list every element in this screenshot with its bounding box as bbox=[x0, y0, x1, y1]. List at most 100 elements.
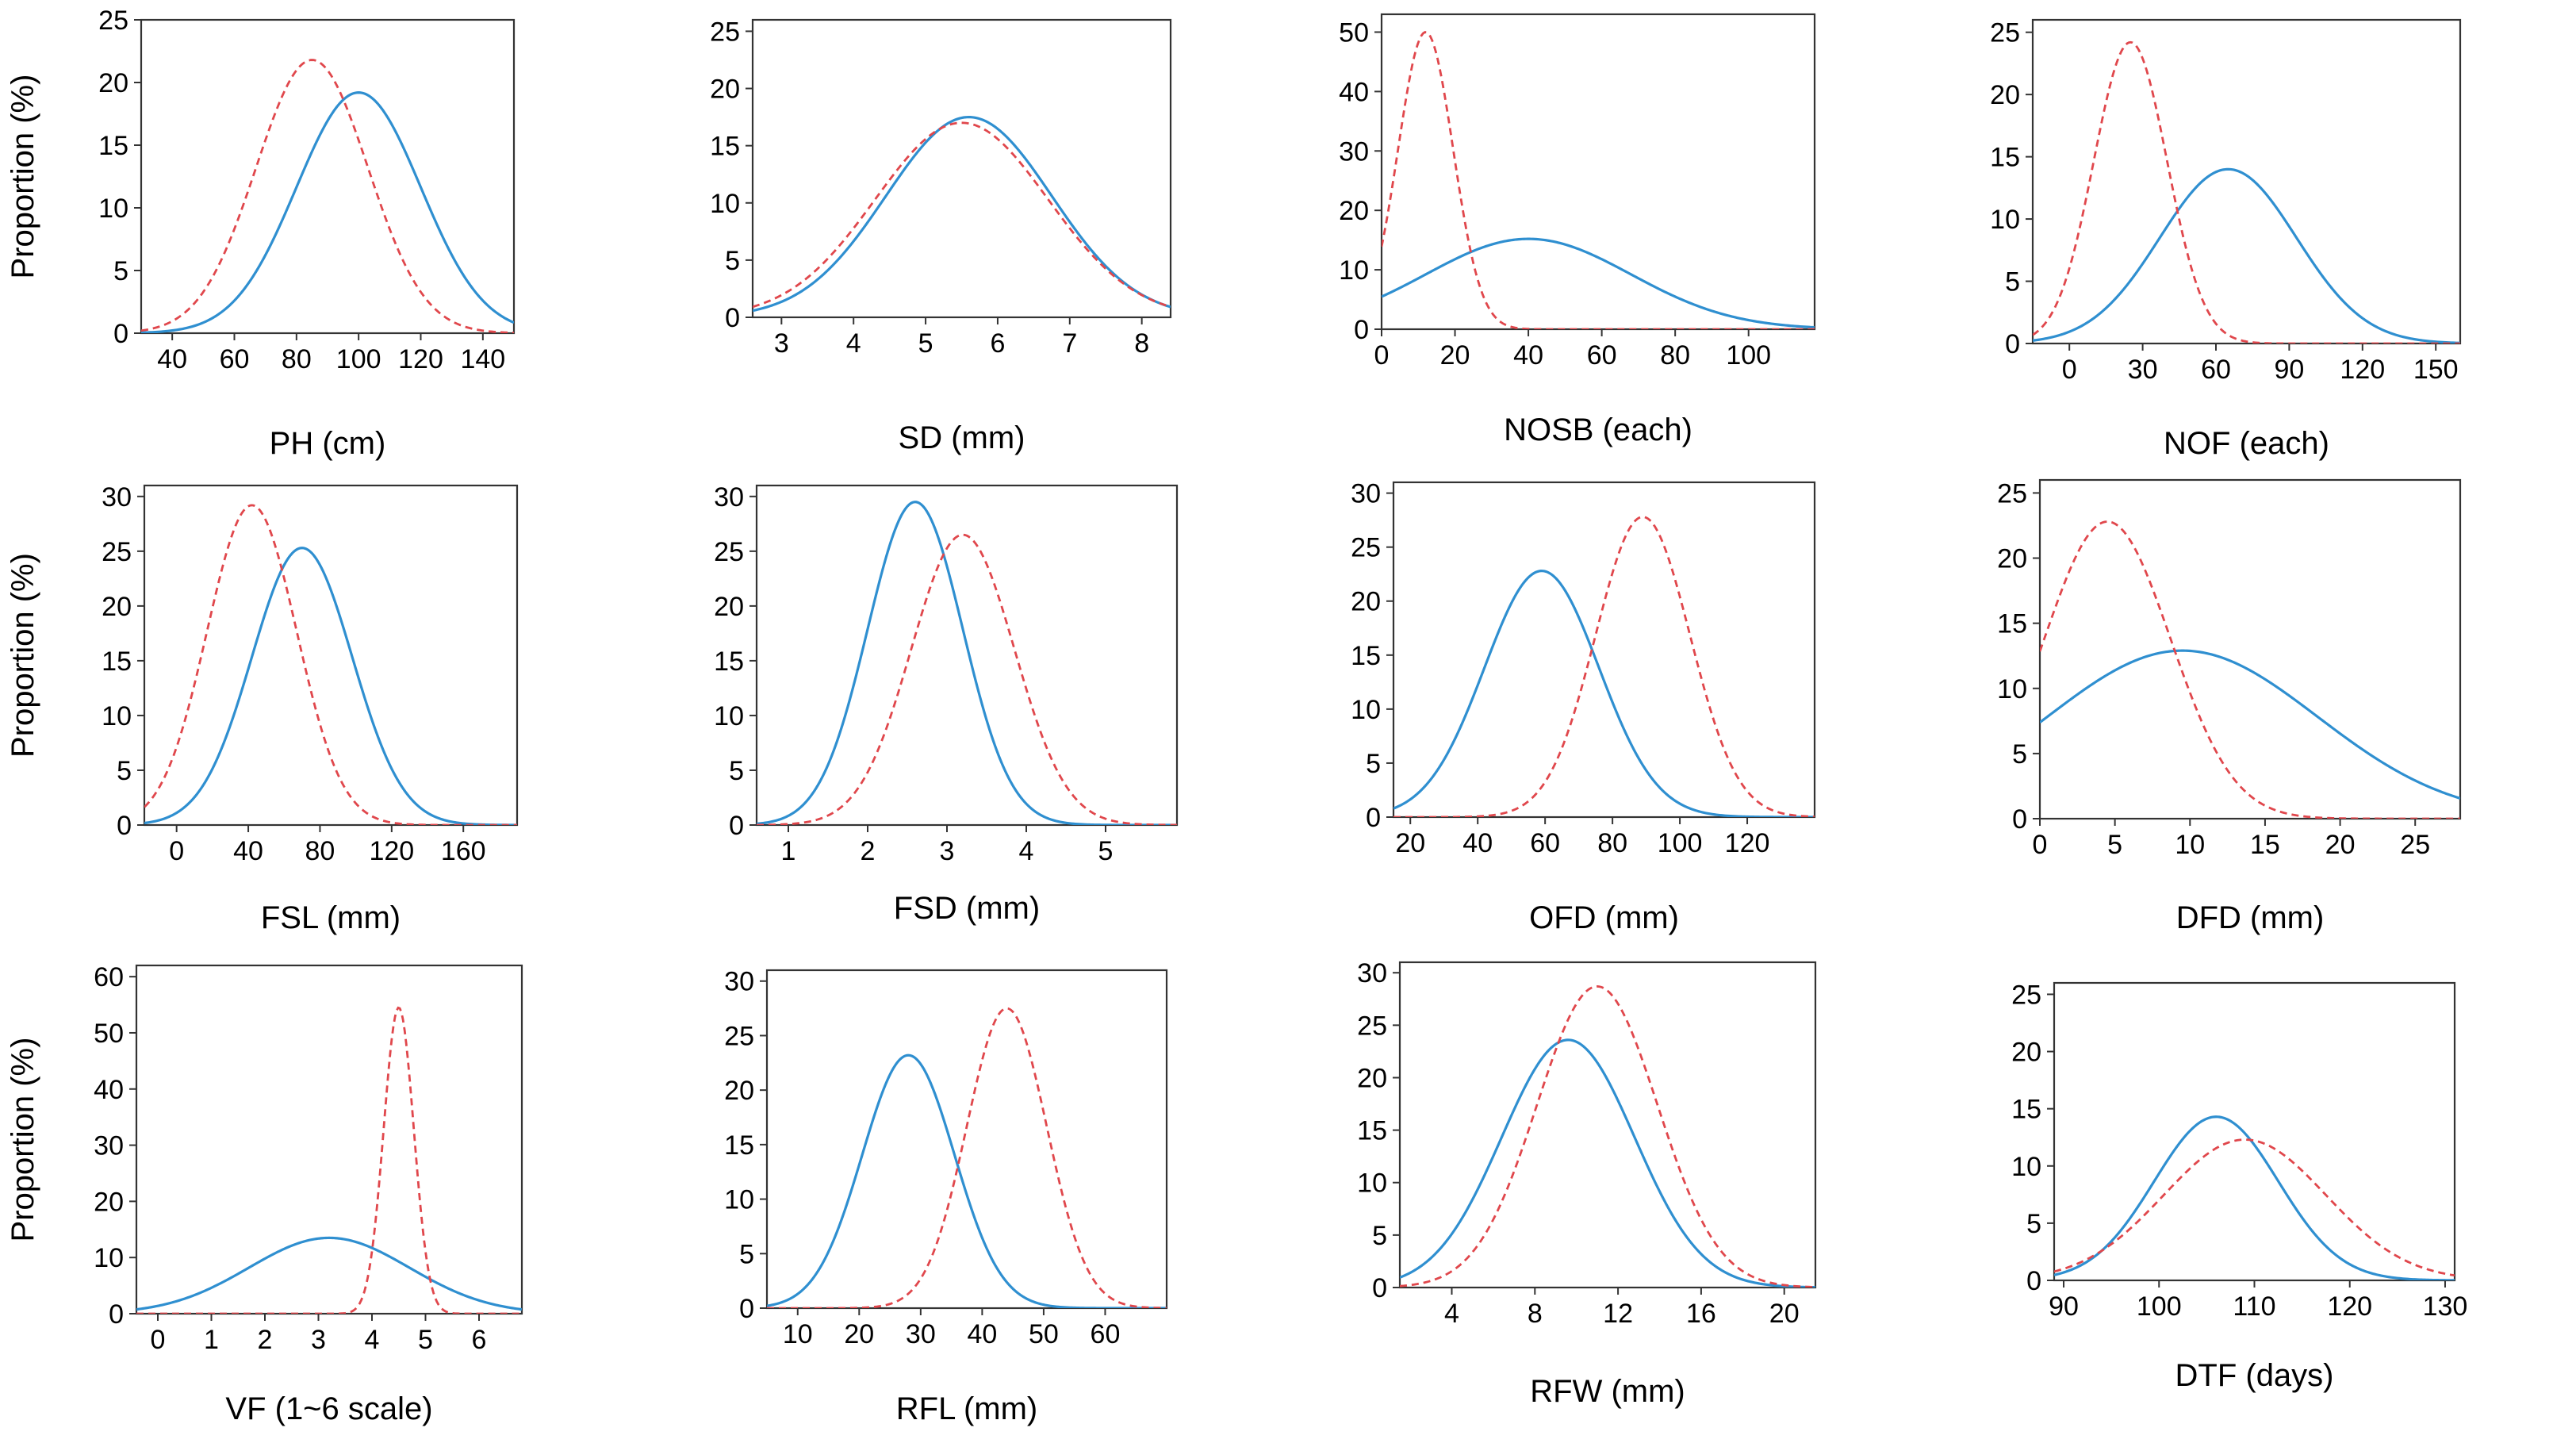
x-axis-label: OFD (mm) bbox=[1529, 900, 1679, 935]
x-tick-label: 10 bbox=[2175, 830, 2205, 860]
y-tick-label: 10 bbox=[724, 1185, 754, 1215]
series-dashed-line bbox=[2040, 520, 2460, 819]
series-dashed-line bbox=[753, 121, 1171, 309]
y-tick-label: 20 bbox=[102, 592, 132, 622]
x-tick-label: 3 bbox=[774, 328, 789, 359]
x-axis-label: RFW (mm) bbox=[1530, 1374, 1685, 1409]
chart-nof: 0 5 10 15 20 25 0 30 60 90 120 150 NOF (each) bbox=[1990, 18, 2462, 461]
chart-sd: 0 5 10 15 20 25 3 4 5 6 7 8 SD (mm) bbox=[710, 17, 1172, 455]
y-tick-label: 25 bbox=[1990, 18, 2020, 48]
y-tick-label: 60 bbox=[94, 962, 124, 992]
x-tick-label: 120 bbox=[1725, 828, 1770, 858]
y-tick-label: 30 bbox=[102, 482, 132, 512]
x-tick-label: 1 bbox=[204, 1325, 219, 1355]
panel-fsd: 0 5 10 15 20 25 30 1 2 3 4 5 FSD (mm) bbox=[644, 476, 1288, 952]
x-axis-label: FSD (mm) bbox=[894, 891, 1040, 926]
x-tick-label: 5 bbox=[918, 328, 933, 359]
y-tick-label: 25 bbox=[1351, 533, 1381, 563]
x-tick-label: 150 bbox=[2413, 355, 2459, 385]
series-solid-line bbox=[1382, 237, 1815, 329]
x-tick-label: 80 bbox=[282, 344, 312, 374]
y-tick-label: 15 bbox=[1351, 641, 1381, 671]
y-tick-label: 15 bbox=[714, 647, 744, 677]
x-tick-label: 15 bbox=[2250, 830, 2280, 860]
y-tick-label: 0 bbox=[2026, 1266, 2041, 1296]
x-tick-label: 120 bbox=[398, 344, 443, 374]
series-solid-line bbox=[2033, 167, 2460, 343]
x-tick-label: 3 bbox=[940, 836, 955, 866]
y-tick-label: 30 bbox=[1351, 479, 1381, 509]
y-tick-label: 15 bbox=[1990, 143, 2020, 173]
x-tick-label: 4 bbox=[365, 1325, 380, 1355]
y-tick-label: 15 bbox=[1997, 609, 2027, 639]
x-tick-label: 25 bbox=[2400, 830, 2430, 860]
x-tick-label: 120 bbox=[2340, 355, 2385, 385]
series-dashed-line bbox=[2054, 1138, 2455, 1277]
y-tick-label: 0 bbox=[117, 811, 132, 841]
y-tick-label: 30 bbox=[1339, 136, 1369, 167]
y-tick-label: 15 bbox=[710, 132, 740, 162]
panel-fsl: 0 5 10 15 20 25 30 0 40 80 120 160 FSL (mm) Proportio… bbox=[0, 476, 644, 952]
y-tick-label: 20 bbox=[710, 75, 740, 105]
x-tick-label: 60 bbox=[2201, 355, 2231, 385]
y-tick-label: 10 bbox=[98, 194, 128, 224]
y-tick-label: 20 bbox=[94, 1187, 124, 1217]
x-tick-label: 100 bbox=[1726, 340, 1771, 370]
y-tick-label: 25 bbox=[710, 17, 740, 47]
plot-frame bbox=[755, 484, 1179, 827]
series-dashed-line bbox=[757, 533, 1177, 825]
chart-nosb: 0 10 20 30 40 50 0 20 40 60 80 100 NOSB (each) bbox=[1339, 13, 1816, 447]
y-tick-label: 0 bbox=[2005, 329, 2020, 359]
y-tick-label: 10 bbox=[2011, 1152, 2041, 1182]
x-tick-label: 90 bbox=[2274, 355, 2304, 385]
x-tick-label: 2 bbox=[258, 1325, 273, 1355]
x-tick-label: 5 bbox=[418, 1325, 433, 1355]
y-tick-label: 10 bbox=[1357, 1169, 1387, 1199]
plot-frame bbox=[1398, 961, 1817, 1289]
x-tick-label: 130 bbox=[2423, 1291, 2468, 1322]
y-tick-label: 50 bbox=[1339, 17, 1369, 48]
chart-vf: 0 10 20 30 40 50 60 0 1 2 3 4 5 6 VF (1~6 scale) Propor… bbox=[6, 962, 523, 1426]
y-tick-label: 10 bbox=[1990, 205, 2020, 235]
x-tick-label: 4 bbox=[1444, 1299, 1459, 1329]
x-axis-label: FSL (mm) bbox=[261, 900, 401, 935]
x-tick-label: 100 bbox=[2137, 1291, 2182, 1322]
series-dashed-line bbox=[2033, 40, 2460, 343]
y-tick-label: 10 bbox=[710, 189, 740, 219]
series-dashed-line bbox=[767, 1007, 1167, 1308]
y-tick-label: 0 bbox=[739, 1294, 754, 1324]
plot-frame bbox=[143, 484, 519, 827]
y-tick-label: 20 bbox=[724, 1076, 754, 1106]
chart-dfd: 0 5 10 15 20 25 0 5 10 15 20 25 DFD (mm) bbox=[1997, 478, 2462, 935]
x-tick-label: 3 bbox=[311, 1325, 326, 1355]
x-tick-label: 16 bbox=[1686, 1299, 1716, 1329]
y-tick-label: 0 bbox=[1354, 315, 1369, 345]
x-tick-label: 30 bbox=[2128, 355, 2158, 385]
x-tick-label: 5 bbox=[1098, 836, 1114, 866]
x-tick-label: 12 bbox=[1603, 1299, 1633, 1329]
y-tick-label: 20 bbox=[1351, 587, 1381, 617]
series-solid-line bbox=[136, 1236, 522, 1311]
y-tick-label: 10 bbox=[714, 701, 744, 731]
series-solid-line bbox=[1393, 570, 1815, 817]
y-tick-label: 0 bbox=[1372, 1273, 1387, 1303]
y-tick-label: 25 bbox=[98, 6, 128, 36]
x-tick-label: 40 bbox=[233, 836, 263, 866]
y-tick-label: 20 bbox=[1997, 544, 2027, 574]
x-tick-label: 60 bbox=[1091, 1319, 1121, 1349]
chart-ofd: 0 5 10 15 20 25 30 20 40 60 80 100 120 OFD (mm) bbox=[1351, 479, 1816, 935]
x-tick-label: 1 bbox=[781, 836, 796, 866]
x-tick-label: 20 bbox=[1769, 1299, 1800, 1329]
panel-vf: 0 10 20 30 40 50 60 0 1 2 3 4 5 6 VF (1~6 scale) Propor… bbox=[0, 952, 644, 1443]
chart-rfl: 0 5 10 15 20 25 30 10 20 30 40 50 60 RFL (mm) bbox=[724, 967, 1168, 1426]
y-tick-label: 5 bbox=[729, 756, 744, 786]
x-tick-label: 6 bbox=[472, 1325, 487, 1355]
x-tick-label: 160 bbox=[441, 836, 486, 866]
x-tick-label: 60 bbox=[1530, 828, 1560, 858]
y-axis-label: Proportion (%) bbox=[6, 1038, 40, 1242]
x-axis-label: RFL (mm) bbox=[896, 1391, 1037, 1426]
x-tick-label: 100 bbox=[1658, 828, 1703, 858]
y-tick-label: 15 bbox=[1357, 1116, 1387, 1146]
y-tick-label: 15 bbox=[102, 647, 132, 677]
x-tick-label: 100 bbox=[336, 344, 381, 374]
